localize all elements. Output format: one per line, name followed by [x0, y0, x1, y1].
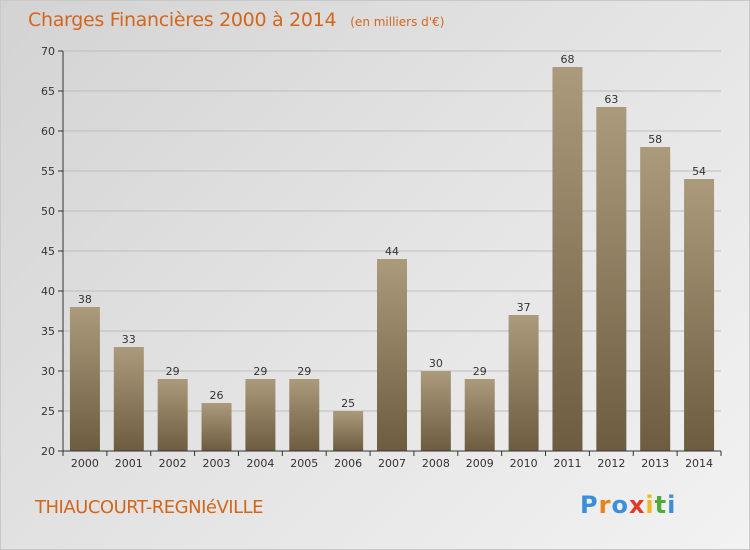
data-label: 68 — [560, 53, 574, 66]
bar — [289, 379, 320, 451]
x-tick-label: 2010 — [510, 457, 538, 470]
bar — [157, 379, 188, 451]
bar — [552, 67, 583, 451]
data-label: 58 — [648, 133, 662, 146]
data-label: 33 — [122, 333, 136, 346]
x-tick-label: 2013 — [641, 457, 669, 470]
logo-letter: i — [667, 491, 677, 519]
commune-name: THIAUCOURT-REGNIéVILLE — [35, 497, 264, 518]
x-tick-label: 2011 — [553, 457, 581, 470]
x-tick-label: 2002 — [159, 457, 187, 470]
chart-subtitle: (en milliers d'€) — [350, 15, 445, 29]
data-label: 37 — [517, 301, 531, 314]
logo-letter: i — [645, 491, 655, 519]
bar — [333, 411, 364, 451]
y-tick-label: 45 — [41, 245, 55, 258]
y-tick-label: 25 — [41, 405, 55, 418]
y-tick-label: 20 — [41, 445, 55, 458]
data-label: 29 — [253, 365, 267, 378]
x-tick-label: 2005 — [290, 457, 318, 470]
proxiti-logo[interactable]: Proxiti — [580, 491, 676, 519]
bar — [201, 403, 232, 451]
logo-letter: t — [654, 491, 668, 519]
y-tick-label: 65 — [41, 85, 55, 98]
x-tick-label: 2007 — [378, 457, 406, 470]
data-label: 26 — [210, 389, 224, 402]
bar — [596, 107, 627, 451]
logo-letter: x — [628, 491, 646, 519]
bar — [464, 379, 495, 451]
x-tick-label: 2014 — [685, 457, 713, 470]
logo-letter: P — [580, 491, 599, 519]
data-label: 38 — [78, 293, 92, 306]
bar — [684, 179, 715, 451]
chart-title: Charges Financières 2000 à 2014 (en milli… — [28, 9, 444, 31]
bar — [113, 347, 144, 451]
y-tick-label: 55 — [41, 165, 55, 178]
data-label: 29 — [166, 365, 180, 378]
y-tick-label: 30 — [41, 365, 55, 378]
bar — [69, 307, 100, 451]
y-tick-label: 35 — [41, 325, 55, 338]
data-label: 25 — [341, 397, 355, 410]
axes: 20 25 30 35 40 45 50 55 60 65 70 2000 2001 2002 2003 20… — [41, 45, 722, 470]
logo-letter: r — [598, 491, 612, 519]
data-label: 30 — [429, 357, 443, 370]
chart-title-text: Charges Financières 2000 à 2014 — [28, 9, 337, 31]
bar — [508, 315, 539, 451]
data-label: 54 — [692, 165, 706, 178]
x-tick-label: 2008 — [422, 457, 450, 470]
bar — [640, 147, 671, 451]
y-tick-label: 60 — [41, 125, 55, 138]
x-tick-label: 2009 — [466, 457, 494, 470]
x-tick-label: 2001 — [115, 457, 143, 470]
data-label: 63 — [604, 93, 618, 106]
bar — [377, 259, 407, 451]
bars — [69, 67, 715, 451]
x-tick-label: 2012 — [597, 457, 625, 470]
y-tick-label: 50 — [41, 205, 55, 218]
data-label: 29 — [473, 365, 487, 378]
x-tick-label: 2000 — [71, 457, 99, 470]
x-tick-label: 2004 — [246, 457, 274, 470]
x-tick-label: 2003 — [203, 457, 231, 470]
data-label: 29 — [297, 365, 311, 378]
data-label: 44 — [385, 245, 399, 258]
logo-letter: o — [611, 491, 629, 519]
x-tick-label: 2006 — [334, 457, 362, 470]
y-tick-label: 70 — [41, 45, 55, 58]
y-tick-label: 40 — [41, 285, 55, 298]
bar — [420, 371, 451, 451]
bar — [245, 379, 276, 451]
data-labels: 38 33 29 26 29 29 25 44 30 29 37 68 63 58 54 — [78, 53, 706, 410]
